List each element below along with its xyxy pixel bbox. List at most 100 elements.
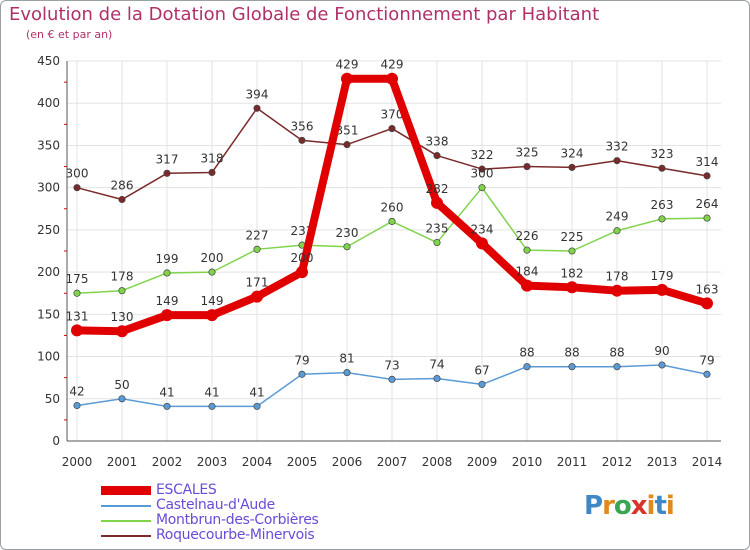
chart-title: Evolution de la Dotation Globale de Fonc…: [9, 4, 600, 25]
legend-swatch-montbrun: [101, 520, 151, 522]
data-label-escales: 200: [291, 251, 314, 265]
x-tick-label: 2000: [62, 455, 93, 469]
data-point-escales: [341, 72, 353, 85]
data-point-castelnau-d-aude: [253, 402, 261, 410]
data-point-roquecourbe-minervois: [343, 141, 351, 149]
data-point-escales: [701, 297, 713, 310]
data-point-montbrun-des-corbi-res: [163, 269, 171, 277]
data-point-montbrun-des-corbi-res: [73, 289, 81, 297]
data-label-escales: 149: [156, 294, 179, 308]
data-label-montbrun-des-corbi-res: 225: [561, 230, 584, 244]
x-tick-label: 2011: [557, 455, 588, 469]
data-label-castelnau-d-aude: 41: [204, 385, 219, 399]
data-label-escales: 429: [381, 58, 404, 72]
data-point-castelnau-d-aude: [478, 380, 486, 388]
data-label-escales: 282: [426, 182, 449, 196]
data-point-castelnau-d-aude: [658, 361, 666, 369]
logo-letter: t: [654, 491, 666, 521]
data-point-escales: [206, 309, 218, 322]
data-label-roquecourbe-minervois: 338: [426, 135, 449, 149]
data-point-montbrun-des-corbi-res: [343, 243, 351, 251]
data-label-roquecourbe-minervois: 351: [336, 124, 359, 138]
logo-letter: P: [584, 491, 603, 521]
data-point-escales: [116, 325, 128, 338]
data-point-montbrun-des-corbi-res: [118, 287, 126, 295]
data-label-escales: 179: [651, 269, 674, 283]
data-label-castelnau-d-aude: 67: [474, 363, 489, 377]
legend-item-roquecourbe: Roquecourbe-Minervois: [101, 527, 401, 543]
y-tick-label: 200: [37, 265, 60, 279]
data-label-montbrun-des-corbi-res: 178: [111, 270, 134, 284]
legend-swatch-roquecourbe: [101, 535, 151, 537]
data-label-roquecourbe-minervois: 322: [471, 148, 494, 162]
x-tick-label: 2001: [107, 455, 138, 469]
data-label-castelnau-d-aude: 88: [564, 346, 579, 360]
data-point-castelnau-d-aude: [388, 375, 396, 383]
data-label-castelnau-d-aude: 79: [699, 353, 714, 367]
data-label-castelnau-d-aude: 42: [69, 385, 84, 399]
data-point-roquecourbe-minervois: [73, 184, 81, 192]
data-label-montbrun-des-corbi-res: 263: [651, 198, 674, 212]
data-point-montbrun-des-corbi-res: [388, 217, 396, 225]
logo-letter: i: [646, 491, 656, 521]
data-point-roquecourbe-minervois: [163, 169, 171, 177]
legend-item-castelnau: Castelnau-d'Aude: [101, 497, 401, 513]
data-point-roquecourbe-minervois: [298, 136, 306, 144]
data-label-escales: 149: [201, 294, 224, 308]
data-point-montbrun-des-corbi-res: [658, 215, 666, 223]
legend-swatch-castelnau: [101, 505, 151, 507]
data-label-roquecourbe-minervois: 314: [696, 155, 719, 169]
data-point-escales: [251, 290, 263, 303]
data-point-roquecourbe-minervois: [118, 195, 126, 204]
x-tick-label: 2002: [152, 455, 183, 469]
data-label-roquecourbe-minervois: 324: [561, 146, 584, 160]
data-point-escales: [386, 72, 398, 85]
data-point-escales: [431, 196, 443, 209]
data-label-escales: 163: [696, 282, 719, 296]
data-point-roquecourbe-minervois: [658, 164, 666, 172]
legend-label-montbrun: Montbrun-des-Corbières: [156, 512, 319, 528]
data-point-montbrun-des-corbi-res: [478, 184, 486, 192]
x-tick-label: 2008: [422, 455, 453, 469]
data-label-roquecourbe-minervois: 394: [246, 87, 269, 101]
data-label-escales: 171: [246, 276, 269, 290]
logo-letter: i: [665, 491, 675, 521]
chart-subtitle: (en € et par an): [26, 28, 113, 41]
data-label-montbrun-des-corbi-res: 264: [696, 197, 719, 211]
data-label-escales: 178: [606, 270, 629, 284]
data-point-roquecourbe-minervois: [523, 163, 531, 171]
x-tick-label: 2007: [377, 455, 408, 469]
data-point-roquecourbe-minervois: [568, 163, 576, 171]
data-label-roquecourbe-minervois: 323: [651, 147, 674, 161]
data-point-escales: [656, 283, 668, 296]
data-label-castelnau-d-aude: 88: [609, 346, 624, 360]
data-point-roquecourbe-minervois: [208, 168, 216, 177]
data-label-castelnau-d-aude: 79: [294, 353, 309, 367]
legend-label-castelnau: Castelnau-d'Aude: [156, 497, 275, 513]
x-tick-label: 2010: [512, 455, 543, 469]
x-tick-label: 2003: [197, 455, 228, 469]
data-label-montbrun-des-corbi-res: 226: [516, 229, 539, 243]
data-point-castelnau-d-aude: [118, 395, 126, 403]
data-label-montbrun-des-corbi-res: 200: [201, 251, 224, 265]
data-point-castelnau-d-aude: [703, 370, 711, 378]
proxiti-logo: Proxiti: [584, 491, 675, 521]
data-point-montbrun-des-corbi-res: [703, 214, 711, 222]
data-label-escales: 130: [111, 310, 134, 324]
data-label-montbrun-des-corbi-res: 249: [606, 210, 629, 224]
data-point-roquecourbe-minervois: [388, 125, 396, 133]
data-label-castelnau-d-aude: 90: [654, 344, 669, 358]
data-point-castelnau-d-aude: [433, 374, 441, 383]
data-label-castelnau-d-aude: 81: [339, 352, 354, 366]
y-tick-label: 450: [37, 54, 60, 68]
data-point-escales: [566, 281, 578, 294]
x-tick-label: 2006: [332, 455, 363, 469]
data-label-escales: 234: [471, 222, 494, 236]
x-tick-label: 2012: [602, 455, 633, 469]
y-tick-label: 100: [37, 350, 60, 364]
data-point-escales: [296, 266, 308, 279]
data-point-montbrun-des-corbi-res: [253, 245, 261, 253]
legend-swatch-escales: [101, 486, 151, 495]
data-point-roquecourbe-minervois: [613, 157, 621, 165]
